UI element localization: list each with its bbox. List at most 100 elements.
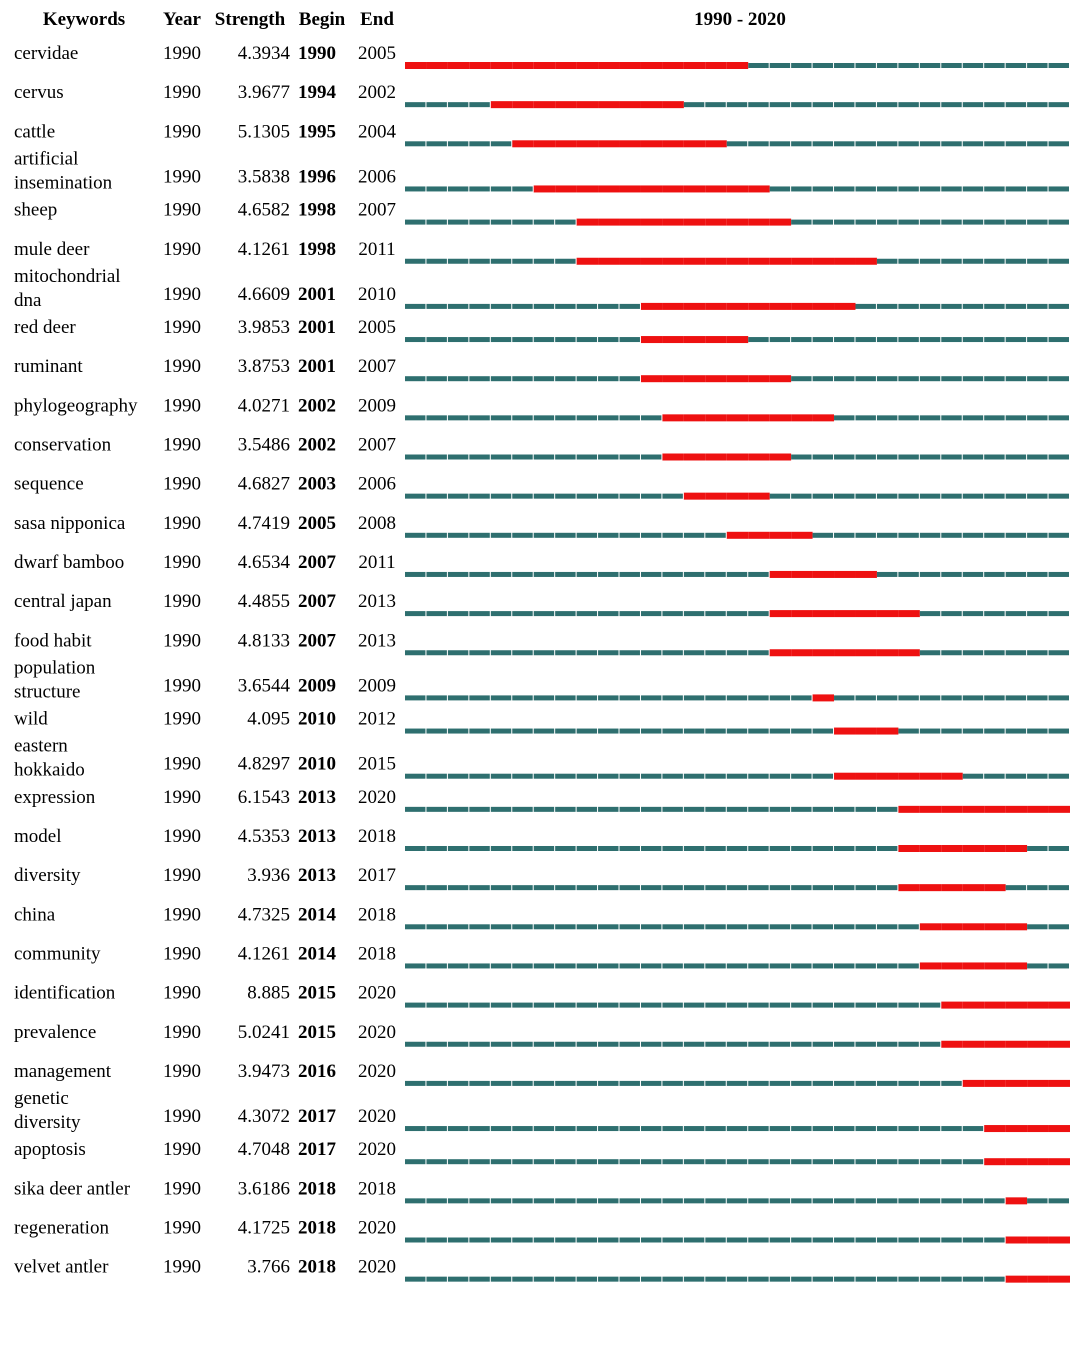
- timeline-segment: [834, 102, 855, 108]
- timeline-segment: [748, 1159, 769, 1165]
- timeline-segment: [1048, 650, 1069, 656]
- timeline-segment: [576, 415, 598, 421]
- timeline-segment: [898, 303, 919, 309]
- year-cell: 1990: [163, 1257, 201, 1278]
- timeline-segment: [705, 1002, 726, 1008]
- timeline-segment: [469, 186, 490, 192]
- burst-segment: [919, 805, 942, 813]
- timeline-segment: [662, 963, 683, 969]
- timeline-segment: [469, 1080, 490, 1086]
- timeline-segment: [1048, 186, 1069, 192]
- timeline-segment: [984, 102, 1005, 108]
- burst-segment: [769, 257, 792, 265]
- timeline-segment: [512, 1002, 533, 1008]
- timeline-bar: [405, 1275, 1070, 1283]
- timeline-segment: [1005, 532, 1027, 538]
- strength-cell: 3.936: [247, 865, 290, 886]
- year-cell: 1990: [163, 239, 201, 260]
- timeline-segment: [1005, 102, 1027, 108]
- burst-segment: [941, 962, 963, 970]
- begin-cell: 1996: [298, 166, 336, 187]
- timeline-segment: [598, 415, 619, 421]
- begin-cell: 2014: [298, 904, 337, 925]
- timeline-segment: [898, 695, 919, 701]
- timeline-segment: [748, 1041, 769, 1047]
- timeline-segment: [791, 493, 812, 499]
- strength-cell: 4.6609: [238, 284, 290, 305]
- begin-cell: 2018: [298, 1178, 336, 1199]
- timeline-segment: [769, 186, 791, 192]
- keyword-label: prevalence: [14, 1022, 96, 1043]
- timeline-segment: [791, 219, 812, 225]
- timeline-segment: [662, 885, 683, 891]
- timeline-segment: [405, 102, 426, 108]
- timeline-segment: [662, 773, 683, 779]
- burst-segment: [576, 101, 599, 109]
- timeline-segment: [576, 532, 598, 538]
- timeline-segment: [619, 1198, 640, 1204]
- timeline-segment: [919, 454, 941, 460]
- timeline-segment: [490, 571, 512, 577]
- keyword-label: wild: [14, 709, 48, 730]
- timeline-segment: [1048, 924, 1069, 930]
- timeline-segment: [490, 846, 512, 851]
- timeline-segment: [726, 141, 748, 147]
- timeline-segment: [619, 1276, 640, 1282]
- timeline-segment: [748, 1276, 769, 1282]
- timeline-segment: [748, 611, 769, 617]
- timeline-segment: [876, 885, 898, 891]
- burst-segment: [748, 218, 770, 226]
- year-cell: 1990: [163, 1061, 201, 1082]
- table-row: china 1990 4.7325 2014 2018: [14, 904, 1069, 931]
- timeline-segment: [683, 102, 705, 108]
- timeline-segment: [640, 806, 662, 812]
- timeline-segment: [512, 1237, 533, 1243]
- burst-segment: [1048, 1125, 1070, 1133]
- timeline-segment: [812, 728, 834, 734]
- timeline-segment: [812, 337, 834, 343]
- timeline-segment: [748, 1198, 769, 1204]
- timeline-segment: [555, 924, 576, 930]
- keyword-label: apoptosis: [14, 1139, 86, 1160]
- timeline-segment: [812, 1126, 834, 1132]
- timeline-segment: [812, 493, 834, 499]
- timeline-segment: [533, 1276, 555, 1282]
- timeline-segment: [1027, 141, 1048, 147]
- timeline-segment: [555, 728, 576, 734]
- timeline-segment: [490, 806, 512, 812]
- timeline-segment: [791, 186, 812, 192]
- end-cell: 2005: [358, 317, 396, 338]
- timeline-segment: [812, 773, 834, 779]
- timeline-segment: [512, 1276, 533, 1282]
- timeline-segment: [984, 415, 1005, 421]
- burst-segment: [962, 1001, 985, 1009]
- timeline-segment: [405, 258, 426, 264]
- timeline-segment: [683, 1126, 705, 1132]
- timeline-segment: [640, 773, 662, 779]
- table-row: artificial insemination 1990 3.5838 1996 2006: [14, 148, 1069, 193]
- begin-cell: 1990: [298, 43, 336, 64]
- timeline-segment: [619, 650, 640, 656]
- timeline-segment: [941, 532, 962, 538]
- burst-segment: [447, 62, 470, 69]
- timeline-segment: [512, 773, 533, 779]
- timeline-bar: [405, 414, 1069, 422]
- timeline-segment: [898, 728, 919, 734]
- burst-segment: [1027, 1158, 1049, 1166]
- timeline-segment: [855, 454, 876, 460]
- timeline-segment: [426, 1159, 447, 1165]
- begin-cell: 2001: [298, 317, 336, 338]
- timeline-segment: [1027, 219, 1048, 225]
- timeline-segment: [1005, 454, 1027, 460]
- timeline-segment: [619, 376, 640, 382]
- timeline-segment: [405, 728, 426, 734]
- timeline-segment: [984, 493, 1005, 499]
- burst-segment: [683, 185, 706, 193]
- timeline-segment: [1048, 376, 1069, 382]
- begin-cell: 2007: [298, 552, 337, 573]
- timeline-segment: [533, 963, 555, 969]
- timeline-segment: [512, 1126, 533, 1132]
- strength-cell: 3.5838: [238, 166, 290, 187]
- timeline-segment: [555, 1126, 576, 1132]
- burst-segment: [769, 570, 792, 578]
